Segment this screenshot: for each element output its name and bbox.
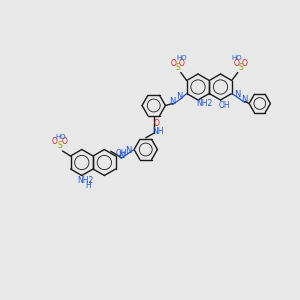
Text: O: O: [154, 119, 160, 128]
Text: N: N: [177, 92, 183, 101]
Text: HO: HO: [55, 134, 66, 140]
Text: O: O: [61, 137, 68, 146]
Text: O: O: [242, 59, 248, 68]
Text: HO: HO: [176, 56, 187, 62]
Text: N: N: [125, 146, 131, 155]
Text: S: S: [238, 63, 243, 72]
Text: NH2: NH2: [196, 100, 213, 109]
Text: N: N: [242, 95, 248, 104]
Text: NH: NH: [152, 127, 164, 136]
Text: O: O: [171, 59, 177, 68]
Text: N: N: [235, 90, 241, 99]
Text: O: O: [52, 137, 58, 146]
Text: NH2: NH2: [78, 176, 94, 185]
Text: S: S: [57, 142, 62, 151]
Text: N: N: [118, 151, 124, 160]
Text: S: S: [176, 63, 180, 72]
Text: HO: HO: [232, 56, 242, 62]
Text: H: H: [86, 181, 92, 190]
Text: N: N: [169, 97, 176, 106]
Text: OH: OH: [219, 100, 230, 109]
Text: O: O: [234, 59, 240, 68]
Text: O: O: [179, 59, 185, 68]
Text: OH: OH: [116, 149, 127, 158]
